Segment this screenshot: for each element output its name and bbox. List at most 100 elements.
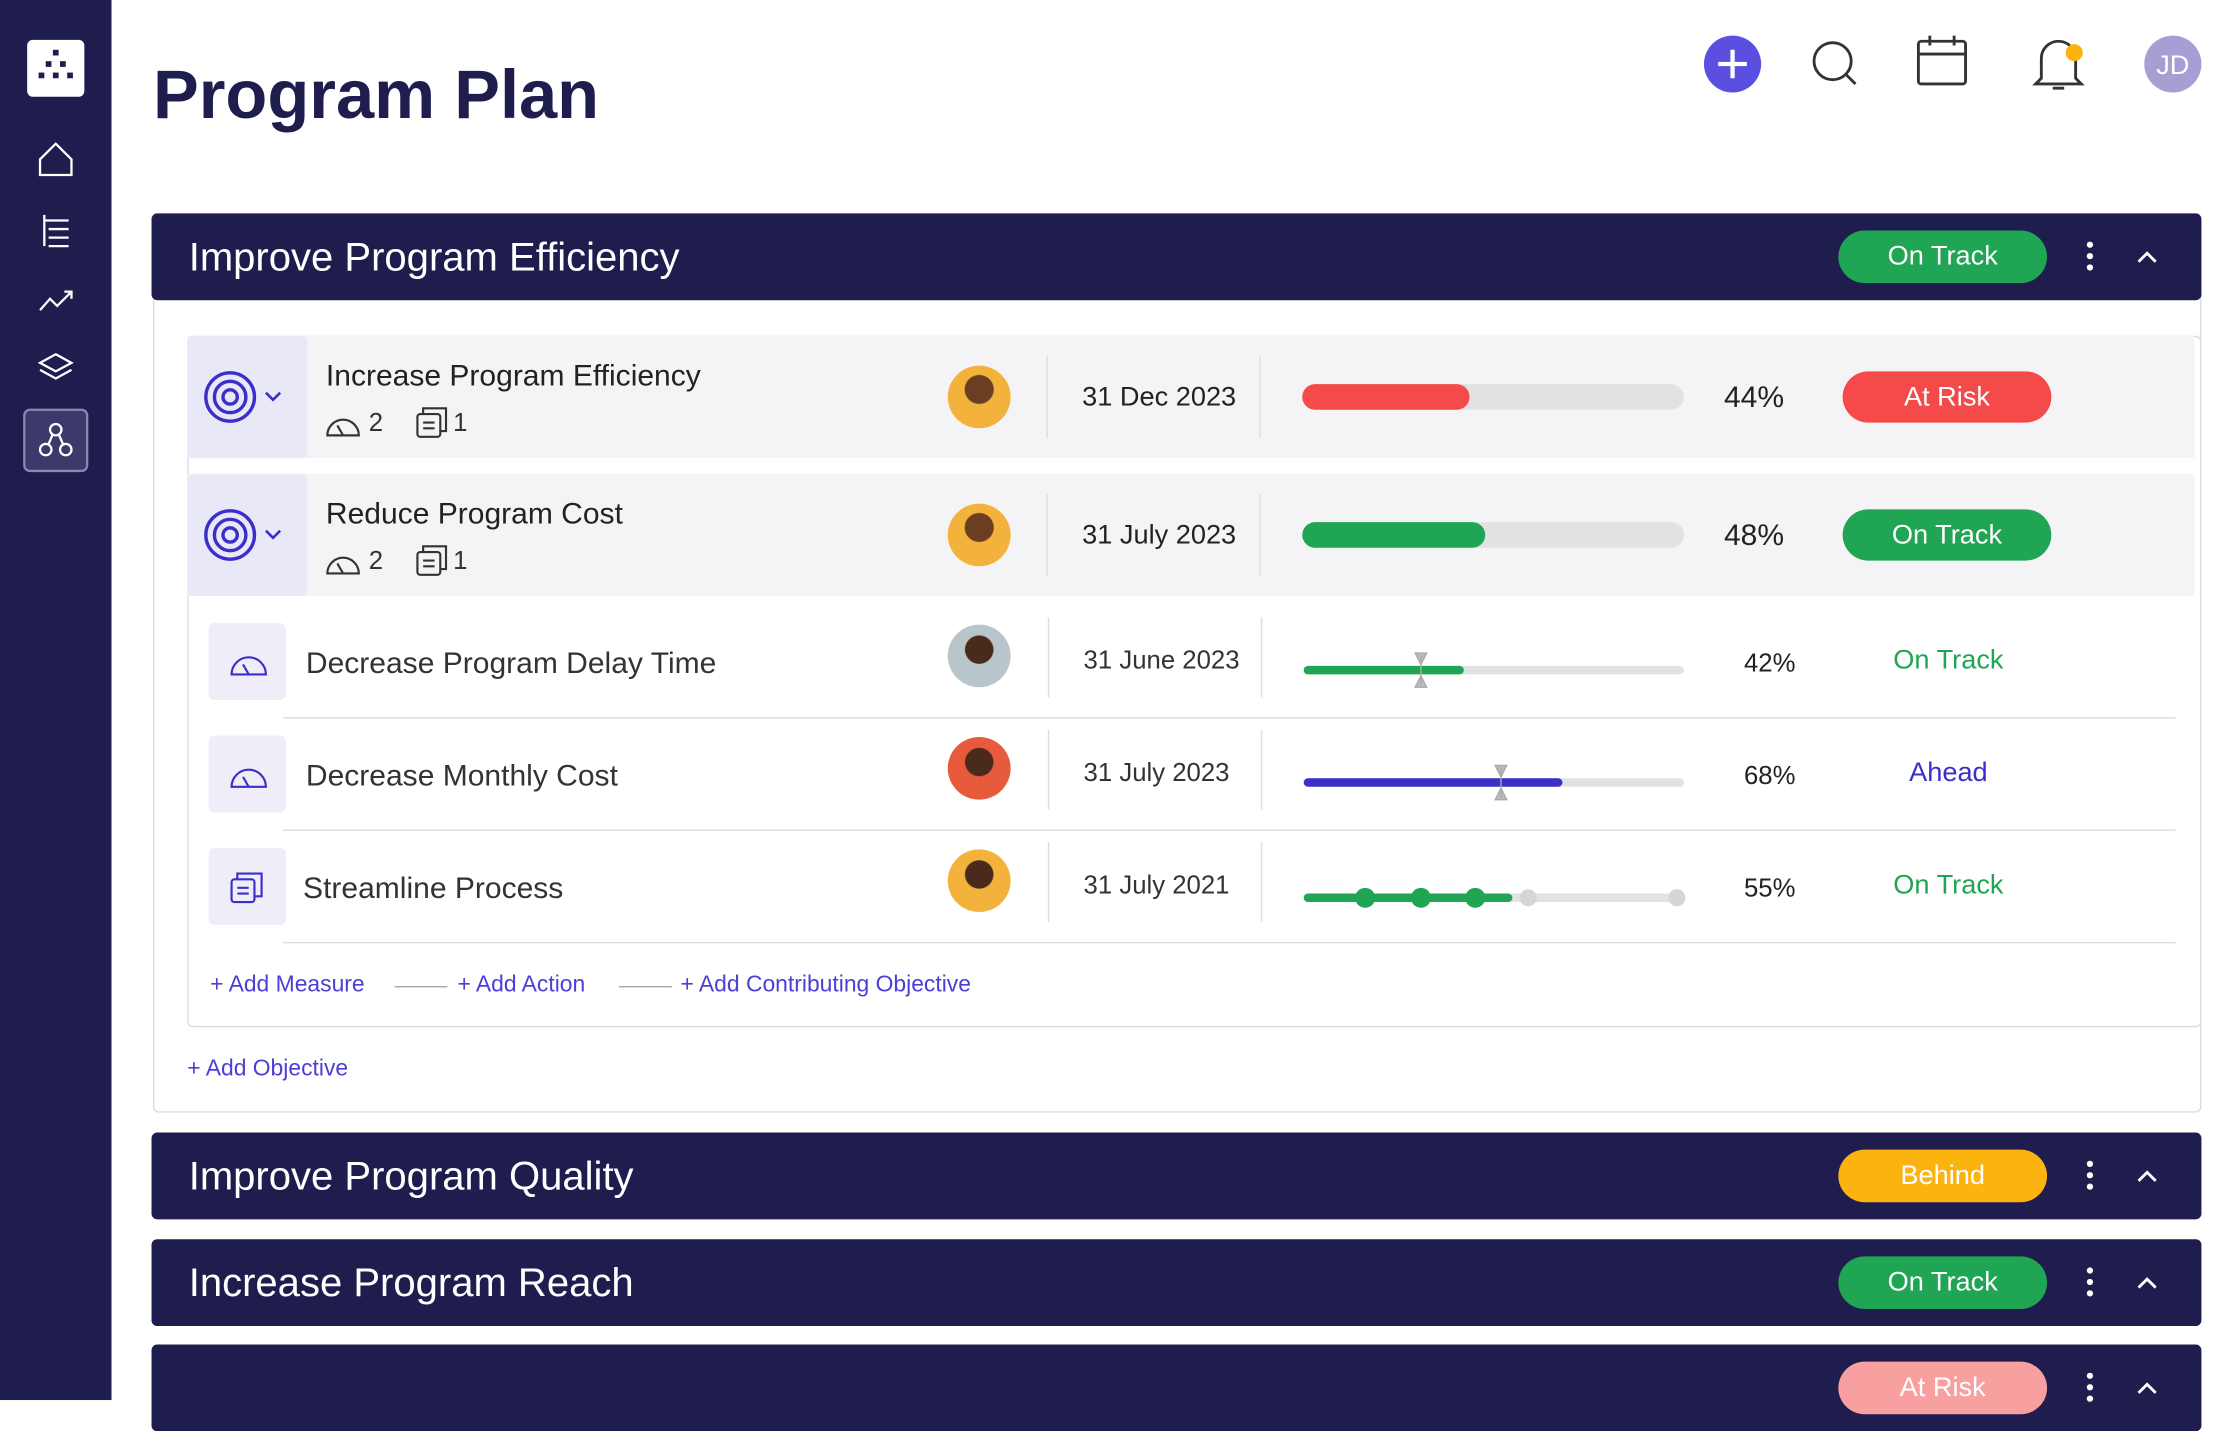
action-count: 1 — [453, 408, 468, 437]
status-pill: On Track — [1838, 1256, 2048, 1309]
section-title: Increase Program Reach — [188, 1260, 634, 1305]
item-row-line — [283, 829, 2176, 831]
progress-label: 48% — [1723, 519, 1785, 553]
divider — [1260, 617, 1263, 698]
home-icon[interactable] — [38, 142, 73, 177]
item-name[interactable]: Decrease Monthly Cost — [305, 759, 618, 793]
status-pill: At Risk — [1838, 1361, 2048, 1415]
avatar — [947, 624, 1011, 688]
section-title: Improve Program Quality — [188, 1153, 634, 1198]
item-row-line — [283, 717, 2176, 719]
objective-icon — [204, 509, 282, 561]
calendar-icon[interactable] — [1916, 39, 1967, 86]
bell-icon[interactable] — [2032, 39, 2085, 90]
section-controls — [2086, 1267, 2157, 1297]
due-date: 31 June 2023 — [1083, 645, 1240, 675]
item-icon — [230, 768, 267, 788]
item-name[interactable]: Streamline Process — [303, 872, 564, 905]
progress-bar — [1303, 893, 1513, 903]
progress-label: 44% — [1723, 381, 1785, 415]
divider — [1046, 493, 1048, 577]
milestone — [1667, 889, 1685, 907]
divider — [1260, 842, 1263, 922]
progress-track — [1303, 665, 1684, 675]
sidebar-icons — [23, 39, 89, 473]
user-avatar[interactable] — [2144, 35, 2202, 93]
item-icon — [230, 656, 267, 676]
progress-bar — [1302, 522, 1486, 548]
section-controls — [2086, 241, 2157, 271]
milestone — [1519, 889, 1537, 907]
progress-label: 55% — [1743, 873, 1796, 903]
add-link[interactable]: + Add Contributing Objective — [680, 973, 971, 998]
avatar — [947, 737, 1011, 800]
avatar — [947, 503, 1011, 567]
count-icons — [326, 545, 448, 576]
item-icon-box[interactable] — [208, 847, 286, 925]
section-title: Improve Program Efficiency — [188, 234, 680, 279]
progress-bar — [1302, 384, 1471, 410]
objective-name: Increase Program Efficiency — [325, 359, 701, 393]
objective-name: Reduce Program Cost — [325, 497, 623, 531]
progress-bar — [1303, 778, 1563, 787]
status-pill: Behind — [1838, 1149, 2048, 1203]
milestone — [1411, 887, 1432, 908]
item-icon-box[interactable] — [208, 735, 286, 813]
divider — [1047, 729, 1050, 810]
progress-bar — [1303, 665, 1464, 675]
status-label: Behind — [1900, 1161, 1985, 1191]
status-pill: On Track — [1842, 509, 2052, 561]
status-label: On Track — [1891, 520, 2003, 551]
sidebar — [0, 0, 112, 1401]
section-controls — [2086, 1160, 2157, 1190]
divider — [1260, 729, 1263, 810]
item-row-line — [283, 941, 2176, 944]
logo[interactable] — [27, 39, 85, 97]
due-date: 31 Dec 2023 — [1082, 382, 1237, 413]
divider — [1047, 842, 1050, 922]
item-icon-box[interactable] — [208, 623, 286, 701]
search-icon[interactable] — [1812, 41, 1853, 82]
section-controls — [2086, 1372, 2157, 1402]
due-date: 31 July 2021 — [1083, 870, 1230, 900]
action-count: 1 — [453, 546, 468, 575]
status-text: Ahead — [1909, 758, 1988, 789]
trend-icon[interactable] — [39, 290, 73, 311]
measure-count: 2 — [368, 546, 384, 575]
page-title: Program Plan — [152, 58, 600, 134]
progress-label: 68% — [1743, 761, 1796, 790]
milestone — [1464, 887, 1485, 908]
objective-icon — [204, 371, 282, 423]
user-initials: JD — [2156, 49, 2189, 80]
status-pill: At Risk — [1842, 371, 2052, 423]
status-pill: On Track — [1838, 230, 2048, 284]
divider — [1259, 355, 1261, 439]
due-date: 31 July 2023 — [1082, 520, 1237, 551]
add-link[interactable]: + Add Measure — [210, 973, 365, 998]
progress-label: 42% — [1743, 648, 1796, 678]
divider — [1259, 493, 1261, 577]
status-text: On Track — [1893, 645, 2004, 676]
list-icon[interactable] — [43, 214, 69, 248]
target-marker — [1414, 652, 1429, 688]
status-text: On Track — [1893, 870, 2004, 901]
milestone — [1354, 887, 1375, 908]
item-icon — [230, 872, 263, 904]
divider — [1046, 355, 1048, 439]
link-separator — [618, 986, 672, 988]
link-separator — [394, 986, 448, 988]
target-marker — [1494, 764, 1509, 801]
measure-count: 2 — [368, 408, 384, 437]
active-nav[interactable] — [23, 408, 89, 473]
due-date: 31 July 2023 — [1083, 758, 1230, 787]
item-name[interactable]: Decrease Program Delay Time — [305, 647, 717, 681]
layers-icon[interactable] — [37, 352, 74, 380]
add-objective[interactable]: + Add Objective — [187, 1057, 349, 1082]
toolbar: JD — [1703, 35, 2202, 93]
status-label: At Risk — [1899, 1373, 1986, 1403]
avatar — [947, 849, 1011, 913]
status-label: On Track — [1887, 241, 1998, 272]
add-link[interactable]: + Add Action — [457, 973, 586, 998]
